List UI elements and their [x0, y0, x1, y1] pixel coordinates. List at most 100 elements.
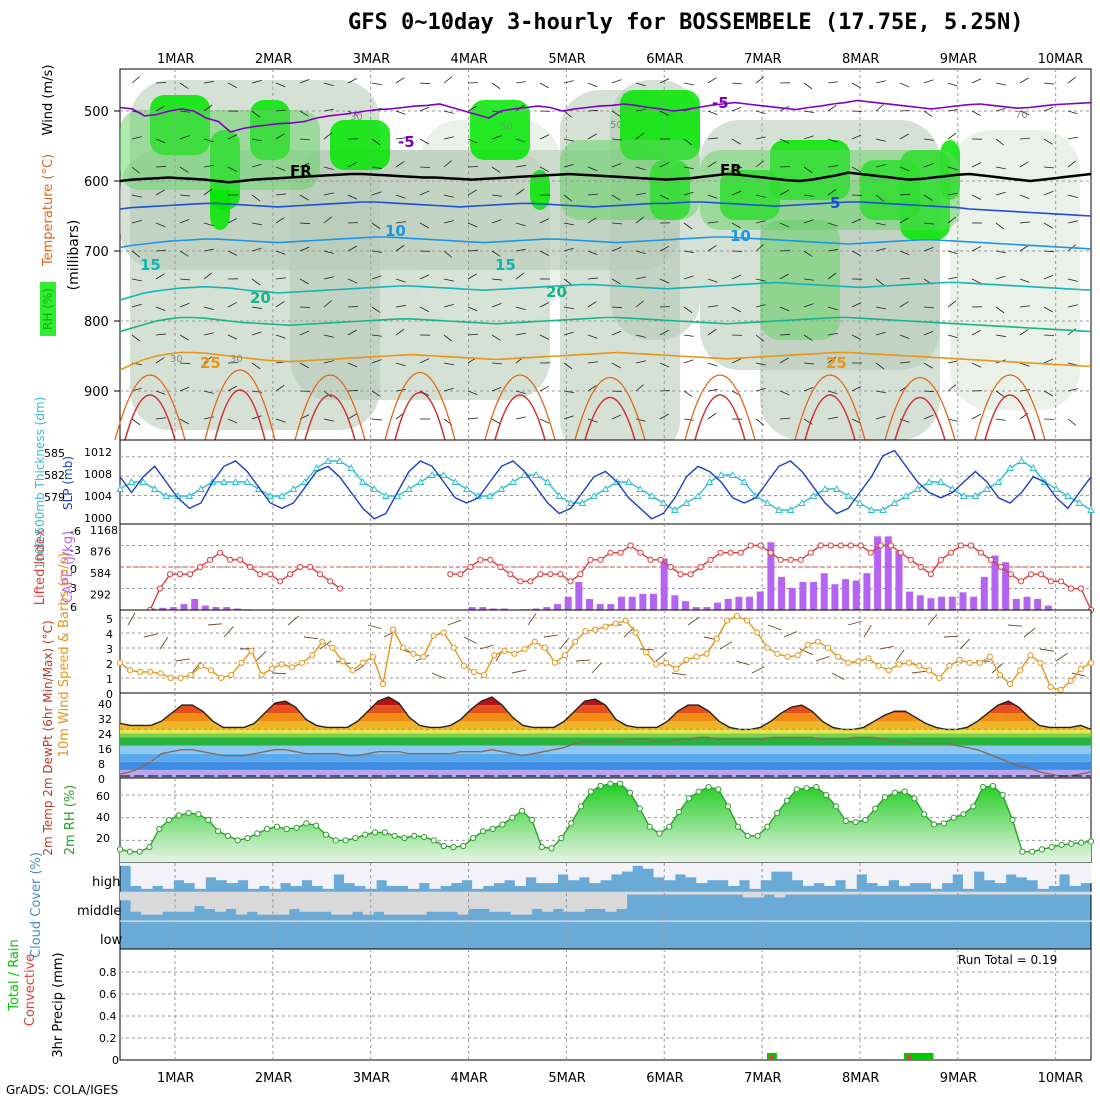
date-label-top: 10MAR — [1038, 52, 1084, 67]
cloud-cell-middle — [626, 891, 638, 895]
li-line-marker — [827, 542, 834, 549]
thickness-line-marker — [983, 484, 991, 492]
wind-barb — [515, 306, 526, 311]
thickness-line-marker — [809, 491, 818, 499]
wind-barb — [371, 138, 381, 146]
wind-barb — [443, 194, 454, 198]
wind-barb — [1019, 77, 1029, 84]
cloud-cell-high — [514, 863, 526, 886]
wind-barb — [299, 110, 309, 117]
cape-bar — [468, 607, 476, 610]
rh-line-marker — [940, 820, 947, 827]
cloud-cell-high — [301, 863, 313, 881]
precip-panel: 0.8 0.6 0.4 0.2 0 Run Total = 0.19 — [99, 948, 1092, 1067]
wind-barb — [1019, 245, 1029, 252]
wind-barb — [1043, 107, 1054, 112]
cape-bar — [618, 596, 626, 610]
wind-barb — [755, 334, 765, 342]
wind-barb — [755, 76, 765, 84]
wind-barb — [947, 334, 958, 338]
wind-barb — [899, 193, 911, 196]
wind-barb — [347, 245, 357, 252]
wind-barb — [707, 412, 717, 420]
thickness-line-marker — [855, 498, 864, 506]
wind-barb — [275, 250, 286, 255]
wind-barb — [179, 250, 189, 257]
wind-barb — [539, 302, 550, 308]
wind-speed-line-marker — [936, 674, 943, 682]
wind-barb — [731, 222, 741, 229]
cloud-cell-low — [394, 920, 406, 922]
cape-bar — [884, 536, 892, 610]
cloud-cell-middle — [1027, 891, 1039, 895]
wind-speed-line-marker — [905, 659, 913, 666]
cloud-cell-middle — [499, 891, 512, 912]
cape-bar — [628, 596, 636, 610]
wind-speed-line-marker — [804, 641, 811, 648]
rh-line-marker — [960, 811, 967, 818]
wind-barb — [275, 301, 285, 308]
li-line-marker — [677, 571, 684, 578]
cloud-cell-middle — [151, 891, 163, 915]
pressure-tick-label: 600 — [84, 175, 109, 190]
isotherm-27 — [974, 374, 1046, 441]
rh-contour-label: 30 — [230, 354, 243, 365]
wind-barb — [587, 334, 598, 339]
wind-barb — [299, 306, 311, 308]
wind-barb — [971, 162, 982, 168]
rh-line-marker — [617, 780, 624, 787]
wind-barb — [371, 306, 381, 313]
wind-speed-line-marker — [551, 659, 559, 666]
li-line-marker — [707, 556, 714, 563]
cloud-cell-middle — [974, 891, 986, 895]
upper-air-gridlines — [120, 69, 1091, 440]
date-label-bottom: 7MAR — [744, 1071, 781, 1086]
isotherm-label: FR — [720, 161, 742, 179]
wind-barb — [947, 192, 958, 196]
wind-speed-line-marker — [875, 662, 882, 669]
rh-line-marker — [666, 823, 673, 830]
rh-line-marker — [832, 803, 840, 810]
surface-wind-barb — [223, 626, 234, 638]
cape-bar — [991, 555, 999, 610]
surface-wind-barb — [175, 658, 190, 662]
cloud-cell-middle — [447, 891, 459, 912]
wind-barb — [635, 250, 646, 254]
wind-speed-line-marker — [895, 661, 902, 668]
wind-barb — [539, 134, 550, 140]
wind-barb — [995, 390, 1005, 398]
thickness-line-marker — [879, 505, 887, 513]
wind-speed-line-marker — [248, 647, 255, 654]
wind-barb — [875, 331, 886, 336]
cloud-cell-low — [193, 920, 205, 922]
rh-line-marker — [420, 833, 428, 841]
cloud-cell-middle — [806, 891, 818, 895]
wind-speed-line-marker — [663, 659, 670, 666]
wind-barb — [275, 193, 286, 196]
wind-barb — [467, 333, 478, 336]
slp-line — [119, 449, 1092, 520]
wind-barb — [659, 162, 670, 168]
cloud-cell-high — [322, 863, 334, 889]
wind-barbs-upper — [131, 76, 1078, 426]
rh-line-marker — [744, 832, 751, 839]
cloud-cell-high — [472, 863, 484, 889]
wind-barb — [995, 138, 1005, 146]
wind-barb — [539, 334, 550, 340]
li-line-marker — [597, 556, 604, 563]
cloud-cell-high — [1016, 863, 1028, 878]
cloud-cell-high — [888, 863, 900, 881]
cloud-cell-middle — [753, 891, 765, 898]
li-line-marker — [277, 578, 284, 585]
li-line-marker — [907, 556, 914, 563]
wind-barb — [611, 163, 622, 168]
li-line-marker — [1067, 585, 1075, 592]
wind-barb — [635, 192, 646, 196]
li-line-marker — [547, 571, 554, 578]
wind-speed-line-marker — [996, 671, 1004, 678]
cape-bar — [788, 587, 796, 610]
cloud-cell-high — [408, 863, 420, 889]
surface-wind-barb — [575, 659, 590, 662]
cloud-cell-low — [974, 920, 986, 922]
wind-barb — [1019, 389, 1030, 392]
